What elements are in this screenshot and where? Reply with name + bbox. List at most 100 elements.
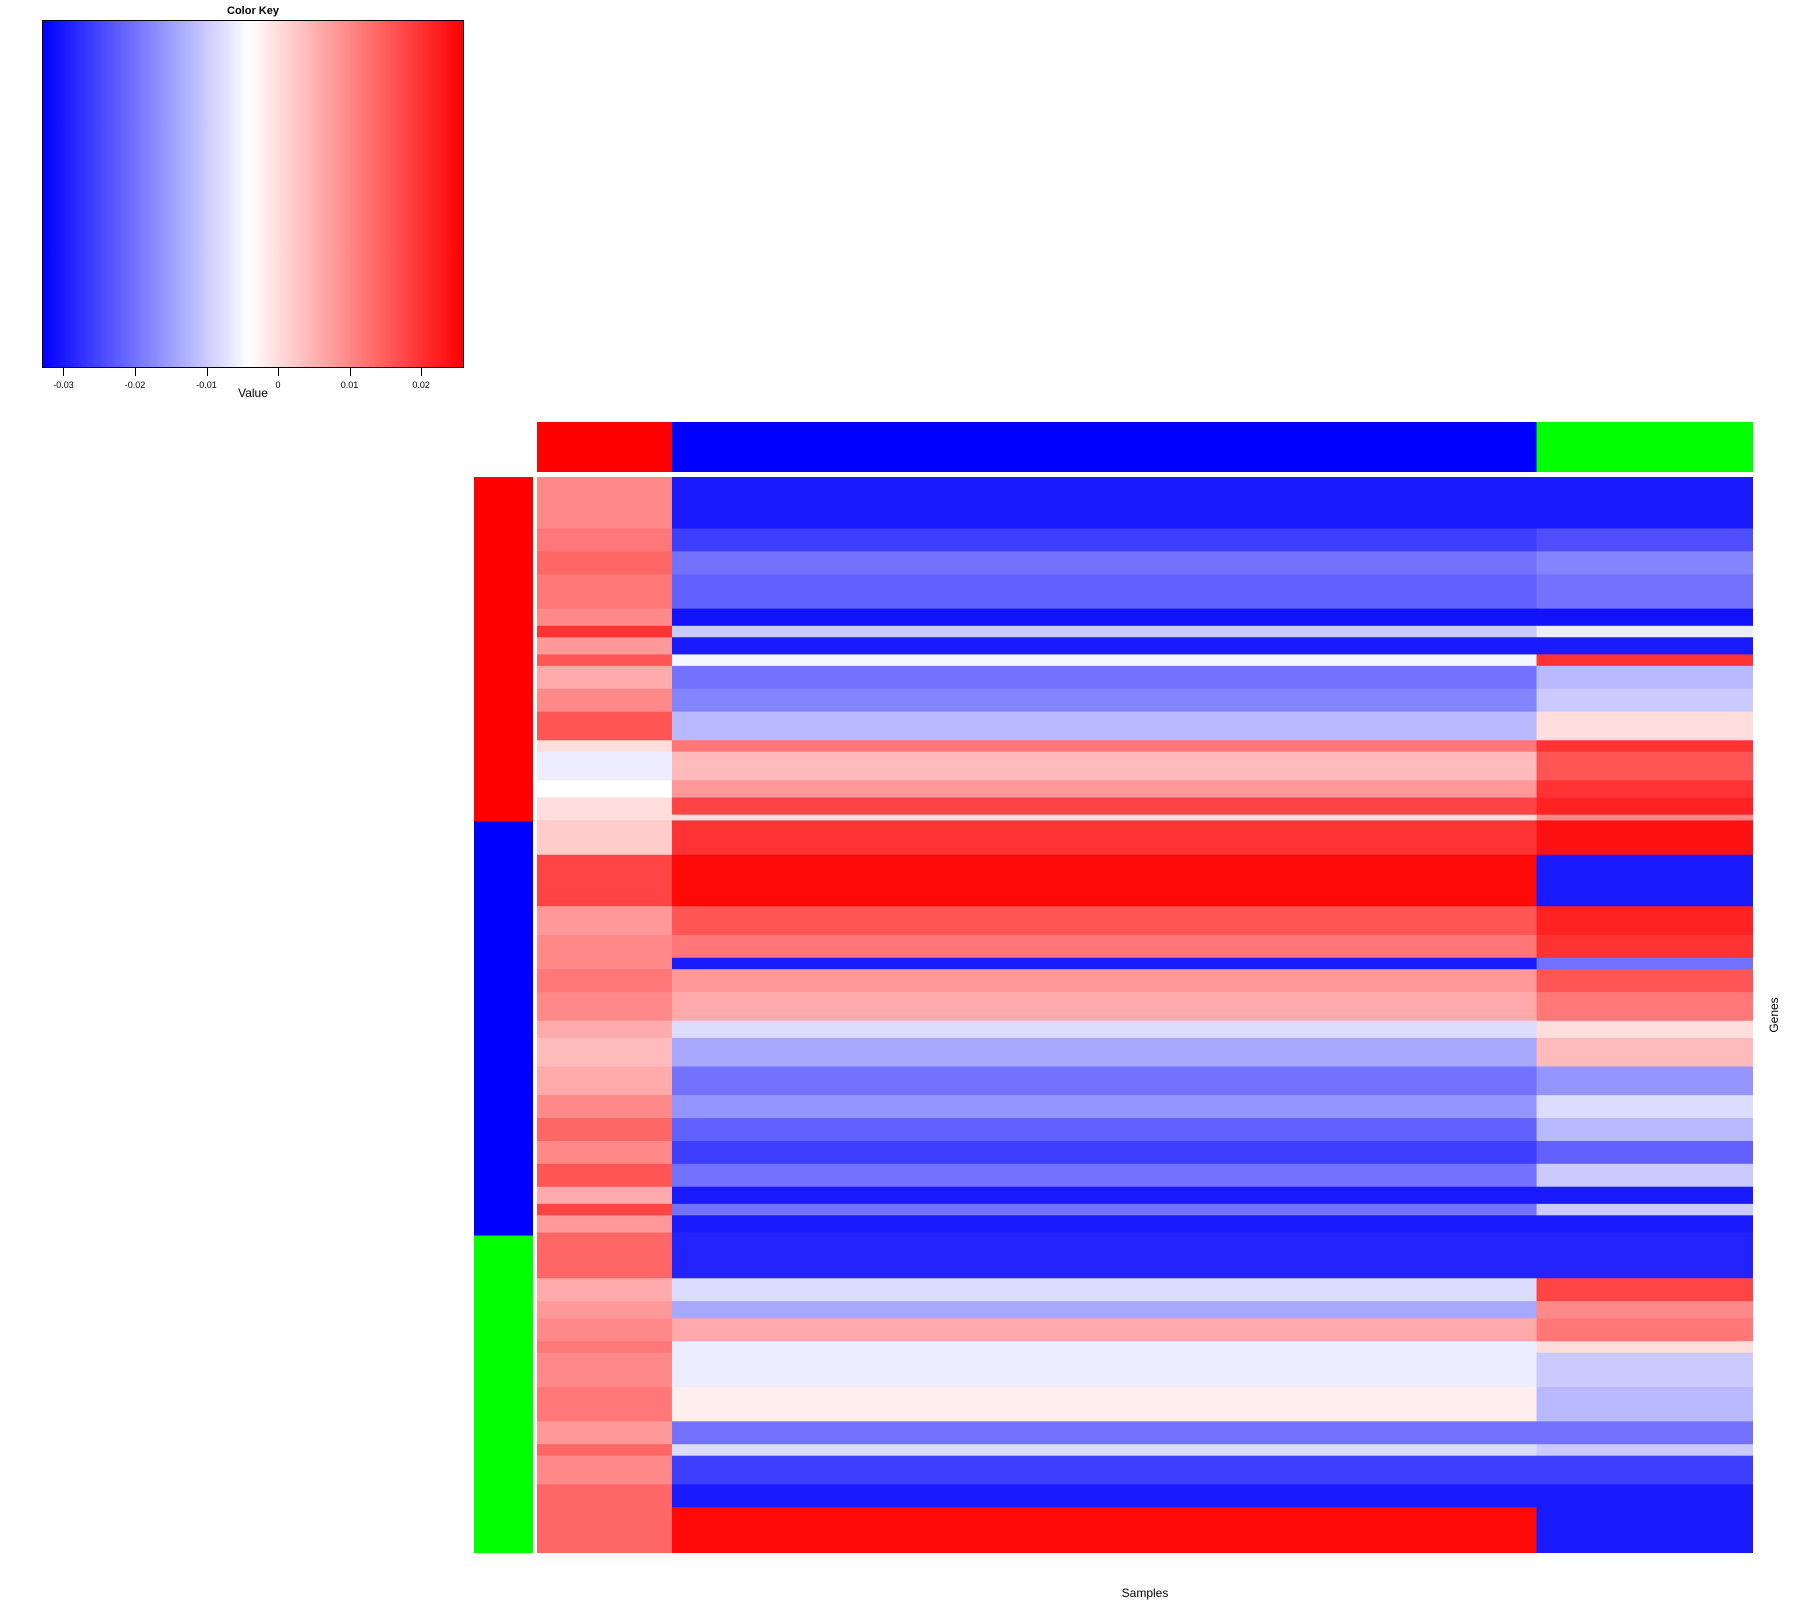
heatmap-cell-band-43-group-1 <box>537 1455 673 1485</box>
heatmap-cell-band-33-group-1 <box>537 1215 673 1233</box>
heatmap-cell-band-30-group-1 <box>537 1163 673 1188</box>
heatmap-cell-band-24-group-2 <box>671 1020 1538 1039</box>
color-key-tick-label: 0.01 <box>340 380 359 390</box>
heatmap-cell-band-13-group-1 <box>537 751 673 781</box>
heatmap-cell-band-38-group-1 <box>537 1341 673 1354</box>
heatmap-cell-band-14-group-1 <box>537 780 673 799</box>
heatmap-cell-band-28-group-3 <box>1536 1118 1753 1142</box>
heatmap-cell-band-6-group-2 <box>671 625 1538 638</box>
heatmap-cell-band-3-group-3 <box>1536 551 1753 575</box>
heatmap-cell-band-38-group-2 <box>671 1341 1538 1354</box>
heatmap-cell-band-11-group-1 <box>537 711 673 741</box>
heatmap-cell-band-20-group-2 <box>671 934 1538 959</box>
heatmap-cell-band-35-group-1 <box>537 1278 673 1302</box>
heatmap-cell-band-32-group-2 <box>671 1203 1538 1216</box>
color-key-axis: -0.03 -0.02 -0.01 0 0.01 0.02 <box>0 368 520 398</box>
heatmap-cell-band-17-group-3 <box>1536 820 1753 856</box>
heatmap-cell-band-9-group-2 <box>671 665 1538 690</box>
column-group-1 <box>537 422 673 472</box>
heatmap-cell-band-25-group-3 <box>1536 1037 1753 1068</box>
heatmap-cell-band-20-group-1 <box>537 934 673 959</box>
heatmap-cell-band-24-group-1 <box>537 1020 673 1039</box>
heatmap-cell-band-34-group-1 <box>537 1232 673 1279</box>
heatmap-cell-band-32-group-1 <box>537 1203 673 1216</box>
heatmap-cell-band-17-group-2 <box>671 820 1538 856</box>
heatmap-cell-band-31-group-2 <box>671 1186 1538 1205</box>
heatmap-cell-band-15-group-3 <box>1536 797 1753 816</box>
row-group-3 <box>474 1235 533 1553</box>
heatmap-cell-band-17-group-1 <box>537 820 673 856</box>
heatmap-cell-band-38-group-3 <box>1536 1341 1753 1354</box>
heatmap-cell-band-13-group-3 <box>1536 751 1753 781</box>
heatmap-cell-band-2-group-3 <box>1536 528 1753 552</box>
heatmap-cell-band-1-group-2 <box>671 477 1538 530</box>
heatmap-cell-band-40-group-3 <box>1536 1387 1753 1422</box>
heatmap-cell-band-26-group-3 <box>1536 1066 1753 1096</box>
heatmap-cell-band-45-group-3 <box>1536 1507 1753 1553</box>
heatmap-cell-band-21-group-1 <box>537 957 673 970</box>
heatmap-cell-band-35-group-3 <box>1536 1278 1753 1302</box>
color-key-tick-mark <box>421 368 423 376</box>
heatmap-cell-band-2-group-2 <box>671 528 1538 552</box>
heatmap-cell-band-28-group-2 <box>671 1118 1538 1142</box>
heatmap-cell-band-15-group-2 <box>671 797 1538 816</box>
heatmap-cell-band-30-group-3 <box>1536 1163 1753 1188</box>
heatmap-cell-band-35-group-2 <box>671 1278 1538 1302</box>
heatmap-cell-band-19-group-3 <box>1536 906 1753 936</box>
heatmap-cell-band-25-group-1 <box>537 1037 673 1068</box>
heatmap-cell-band-11-group-3 <box>1536 711 1753 741</box>
color-key-tick-mark <box>206 368 208 376</box>
row-group-2 <box>474 821 533 1237</box>
heatmap-cell-band-39-group-3 <box>1536 1352 1753 1388</box>
color-key-tick-mark <box>63 368 65 376</box>
color-key-tick-label: -0.01 <box>196 380 217 390</box>
heatmap-cell-band-27-group-3 <box>1536 1095 1753 1119</box>
heatmap-cell-band-6-group-3 <box>1536 625 1753 638</box>
heatmap-cell-band-20-group-3 <box>1536 934 1753 959</box>
color-key-title: Color Key <box>227 5 279 17</box>
heatmap-cell-band-44-group-2 <box>671 1484 1538 1508</box>
heatmap-cell-band-5-group-3 <box>1536 608 1753 627</box>
color-key-tick-label: -0.03 <box>53 380 74 390</box>
heatmap-cell-band-5-group-2 <box>671 608 1538 627</box>
heatmap-cell-band-7-group-2 <box>671 637 1538 655</box>
heatmap-cell-band-8-group-3 <box>1536 654 1753 667</box>
heatmap-cell-band-37-group-2 <box>671 1318 1538 1342</box>
heatmap-cell-band-14-group-3 <box>1536 780 1753 799</box>
heatmap-cell-band-4-group-2 <box>671 574 1538 610</box>
heatmap-cell-band-10-group-2 <box>671 688 1538 713</box>
heatmap-cell-band-42-group-3 <box>1536 1444 1753 1457</box>
heatmap-cell-band-33-group-2 <box>671 1215 1538 1233</box>
heatmap-cell-band-23-group-1 <box>537 992 673 1022</box>
heatmap-cell-band-29-group-3 <box>1536 1140 1753 1165</box>
heatmap-cell-band-16-group-1 <box>537 814 673 821</box>
color-key-tick-label: 0.02 <box>412 380 430 390</box>
heatmap-cell-band-13-group-2 <box>671 751 1538 781</box>
heatmap-cell-band-40-group-2 <box>671 1387 1538 1422</box>
heatmap-cell-band-26-group-2 <box>671 1066 1538 1096</box>
heatmap-cell-band-44-group-3 <box>1536 1484 1753 1508</box>
heatmap-cell-band-42-group-2 <box>671 1444 1538 1457</box>
x-axis-label: Samples <box>1121 1586 1169 1600</box>
heatmap-cell-band-34-group-3 <box>1536 1232 1753 1279</box>
heatmap-cell-band-29-group-1 <box>537 1140 673 1165</box>
color-key-tick-label: 0 <box>275 380 281 390</box>
color-key-tick-mark <box>349 368 351 376</box>
heatmap-cell-band-21-group-2 <box>671 957 1538 970</box>
heatmap-cell-band-9-group-3 <box>1536 665 1753 690</box>
column-group-3 <box>1536 422 1753 472</box>
column-group-bar <box>537 422 1753 472</box>
heatmap-cell-band-29-group-2 <box>671 1140 1538 1165</box>
heatmap-cell-band-15-group-1 <box>537 797 673 816</box>
heatmap-cell-band-22-group-2 <box>671 969 1538 993</box>
heatmap-cell-band-31-group-1 <box>537 1186 673 1205</box>
heatmap-cell-band-23-group-2 <box>671 992 1538 1022</box>
heatmap-cell-band-30-group-2 <box>671 1163 1538 1188</box>
heatmap-cell-band-14-group-2 <box>671 780 1538 799</box>
heatmap-cell-band-8-group-1 <box>537 654 673 667</box>
heatmap-cell-band-22-group-1 <box>537 969 673 993</box>
heatmap-cell-band-6-group-1 <box>537 625 673 638</box>
heatmap-cell-band-2-group-1 <box>537 528 673 552</box>
heatmap-cell-band-3-group-2 <box>671 551 1538 575</box>
heatmap-cell-band-12-group-1 <box>537 740 673 753</box>
